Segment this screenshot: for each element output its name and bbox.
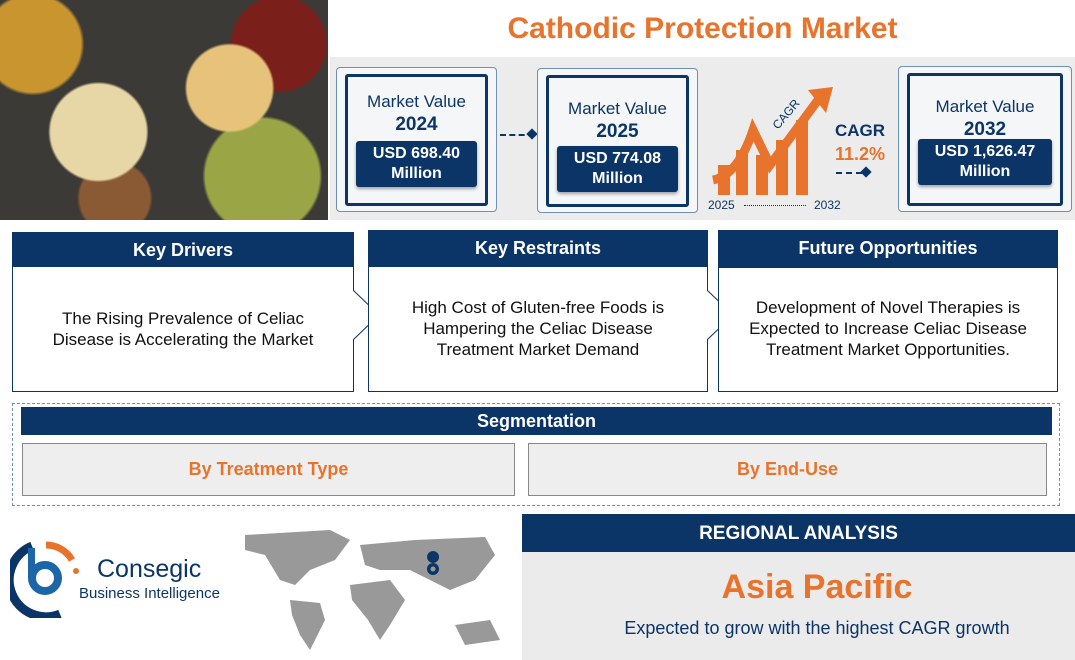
logo-name: Consegic [97, 555, 202, 583]
future-opportunities-box: Future Opportunities Development of Nove… [718, 230, 1058, 392]
key-restraints-box: Key Restraints High Cost of Gluten-free … [368, 230, 708, 392]
connector-dash [500, 134, 534, 136]
market-value-card-2024: Market Value 2024 USD 698.40 Million [336, 67, 497, 212]
future-opportunities-text: Development of Novel Therapies is Expect… [749, 297, 1027, 359]
region-description: Expected to grow with the highest CAGR g… [624, 618, 1010, 638]
cagr-end-year: 2032 [814, 198, 841, 212]
card-label: Market Value [568, 99, 667, 118]
card-label: Market Value [935, 97, 1035, 116]
region-name: Asia Pacific [721, 568, 913, 606]
segment-end-use: By End-Use [528, 443, 1047, 496]
regional-analysis-header: REGIONAL ANALYSIS [522, 514, 1075, 552]
card-value: USD 774.08 Million [557, 146, 678, 192]
timeline-arrow [744, 205, 806, 206]
segmentation-title: Segmentation [21, 407, 1052, 435]
card-year: 2025 [596, 121, 639, 142]
card-year: 2032 [963, 119, 1007, 140]
cagr-growth-chart-icon: CAGR [711, 87, 833, 195]
cagr-value: 11.2% [835, 144, 886, 164]
cagr-start-year: 2025 [708, 198, 735, 212]
key-restraints-title: Key Restraints [369, 231, 707, 267]
key-drivers-text: The Rising Prevalence of Celiac Disease … [52, 309, 314, 349]
card-label: Market Value [367, 92, 466, 111]
cagr-label: CAGR [835, 121, 886, 140]
segment-treatment-type: By Treatment Type [22, 443, 515, 496]
world-map [245, 530, 500, 650]
food-grains-photo [0, 0, 328, 220]
segmentation-panel [12, 403, 1060, 506]
market-value-card-2025: Market Value 2025 USD 774.08 Million [537, 68, 698, 213]
key-drivers-title: Key Drivers [13, 233, 353, 267]
page-title: Cathodic Protection Market [507, 12, 898, 45]
connector-dash [836, 172, 862, 174]
card-value: USD 698.40 Million [356, 141, 477, 187]
key-drivers-box: Key Drivers The Rising Prevalence of Cel… [12, 232, 354, 392]
market-value-card-2032: Market Value 2032 USD 1,626.47 Million [898, 66, 1072, 212]
card-year: 2024 [395, 114, 438, 135]
logo-tagline: Business Intelligence [79, 585, 220, 602]
consegic-logo-icon [10, 541, 79, 618]
key-restraints-text: High Cost of Gluten-free Foods is Hamper… [411, 297, 665, 359]
card-value: USD 1,626.47 Million [918, 139, 1052, 185]
future-opportunities-title: Future Opportunities [719, 231, 1057, 268]
